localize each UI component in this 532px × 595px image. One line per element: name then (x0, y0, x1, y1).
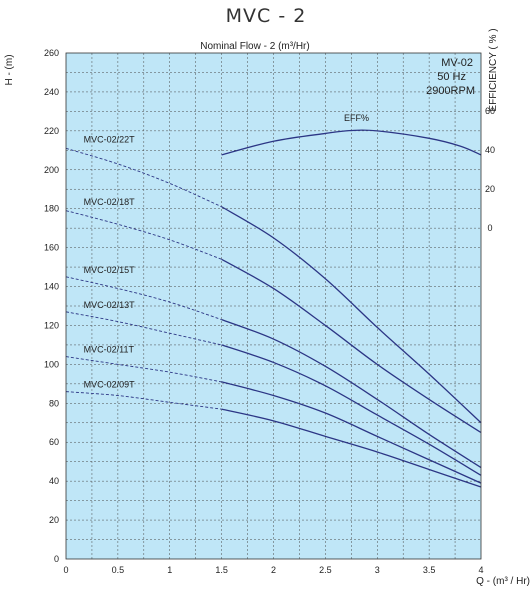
series-line-5 (221, 408, 482, 488)
efficiency-label: EFF% (344, 113, 369, 123)
efficiency-tick-label: 60 (485, 106, 495, 116)
x-axis-label: Q - (m³ / Hr) (476, 576, 530, 587)
series-labels: MVC-02/22T MVC-02/18T MVC-02/15T MVC-02/13T… (84, 113, 369, 390)
info-speed: 2900RPM (426, 85, 475, 97)
series-line-dashed-3 (65, 311, 222, 346)
page-title: MVC - 2 (225, 5, 307, 27)
series-line-dashed-5 (65, 391, 222, 410)
plot-border (65, 52, 482, 560)
grid-lines (66, 53, 481, 559)
series-line-4 (221, 381, 482, 484)
curve-series (65, 129, 482, 488)
series-label-3: MVC-02/13T (84, 300, 136, 310)
series-line-1 (221, 258, 482, 434)
y-axis-label: H - (m) (4, 54, 15, 85)
efficiency-tick-label: 40 (485, 145, 495, 155)
y-tick-label: 140 (44, 282, 59, 292)
efficiency-tick-label: 0 (487, 223, 492, 233)
x-tick-label: 4 (478, 565, 483, 575)
axis-ticks: 0 0.5 1 1.5 2 2.5 3 3.5 402040608010012014016018… (44, 48, 495, 575)
series-label-2: MVC-02/15T (84, 265, 136, 275)
y2-axis-label: EFFICIENCY ( % ) (488, 28, 499, 111)
efficiency-tick-label: 20 (485, 184, 495, 194)
x-tick-label: 0.5 (112, 565, 125, 575)
chart-subtitle: Nominal Flow - 2 (m³/Hr) (200, 41, 309, 52)
info-frequency: 50 Hz (437, 71, 466, 83)
x-tick-label: 2 (271, 565, 276, 575)
y-tick-label: 120 (44, 320, 59, 330)
series-line-dashed-4 (65, 356, 222, 383)
y-tick-label: 240 (44, 87, 59, 97)
efficiency-line (221, 129, 482, 156)
y-tick-label: 160 (44, 243, 59, 253)
series-line-dashed-2 (65, 276, 222, 321)
series-label-1: MVC-02/18T (84, 197, 136, 207)
x-tick-label: 1 (167, 565, 172, 575)
series-line-2 (221, 319, 482, 469)
series-line-0 (221, 206, 482, 424)
y-tick-label: 260 (44, 48, 59, 58)
x-tick-label: 2.5 (319, 565, 332, 575)
series-label-5: MVC-02/09T (84, 380, 136, 390)
series-label-4: MVC-02/11T (84, 345, 135, 355)
x-tick-label: 1.5 (215, 565, 228, 575)
series-line-dashed-1 (65, 210, 222, 260)
series-line-3 (221, 344, 482, 476)
y-tick-label: 60 (49, 437, 59, 447)
y-tick-label: 40 (49, 476, 59, 486)
y-tick-label: 0 (54, 554, 59, 564)
y-tick-label: 80 (49, 398, 59, 408)
x-tick-label: 3 (375, 565, 380, 575)
y-tick-label: 100 (44, 359, 59, 369)
x-tick-label: 3.5 (423, 565, 436, 575)
info-model: MV-02 (441, 57, 473, 69)
series-line-dashed-0 (65, 147, 222, 208)
x-tick-label: 0 (63, 565, 68, 575)
series-label-0: MVC-02/22T (84, 135, 136, 145)
y-tick-label: 20 (49, 515, 59, 525)
y-tick-label: 180 (44, 204, 59, 214)
y-tick-label: 200 (44, 165, 59, 175)
y-tick-label: 220 (44, 126, 59, 136)
